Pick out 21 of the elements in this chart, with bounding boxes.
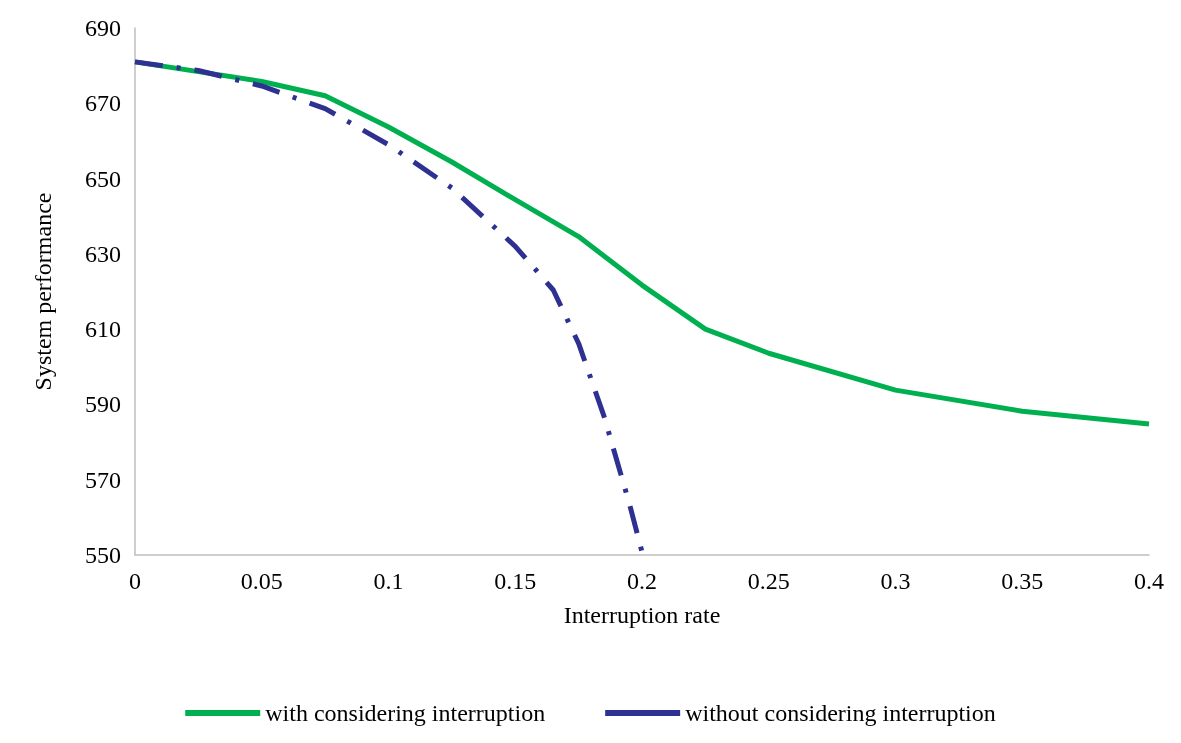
legend-label: with considering interruption — [265, 700, 546, 726]
x-tick-label: 0.3 — [880, 568, 911, 594]
y-tick-label: 550 — [85, 542, 121, 568]
y-tick-label: 690 — [85, 15, 121, 41]
x-tick-label: 0.4 — [1134, 568, 1164, 594]
x-tick-label: 0.15 — [494, 568, 537, 594]
y-tick-label: 610 — [85, 316, 121, 343]
y-tick-label: 650 — [85, 165, 121, 192]
x-axis-title: Interruption rate — [563, 602, 721, 628]
x-tick-label: 0.05 — [240, 568, 283, 594]
x-tick-label: 0.2 — [627, 568, 657, 594]
x-tick-label: 0 — [129, 568, 141, 594]
legend-label: without considering interruption — [685, 700, 996, 726]
x-tick-label: 0.35 — [1001, 568, 1044, 594]
y-tick-label: 630 — [85, 240, 121, 267]
y-tick-label: 670 — [85, 90, 121, 117]
y-tick-label: 570 — [85, 466, 121, 493]
y-tick-label: 590 — [85, 391, 121, 418]
x-tick-label: 0.1 — [373, 568, 404, 594]
x-tick-label: 0.25 — [747, 568, 790, 594]
y-axis-title: System performance — [30, 192, 56, 391]
